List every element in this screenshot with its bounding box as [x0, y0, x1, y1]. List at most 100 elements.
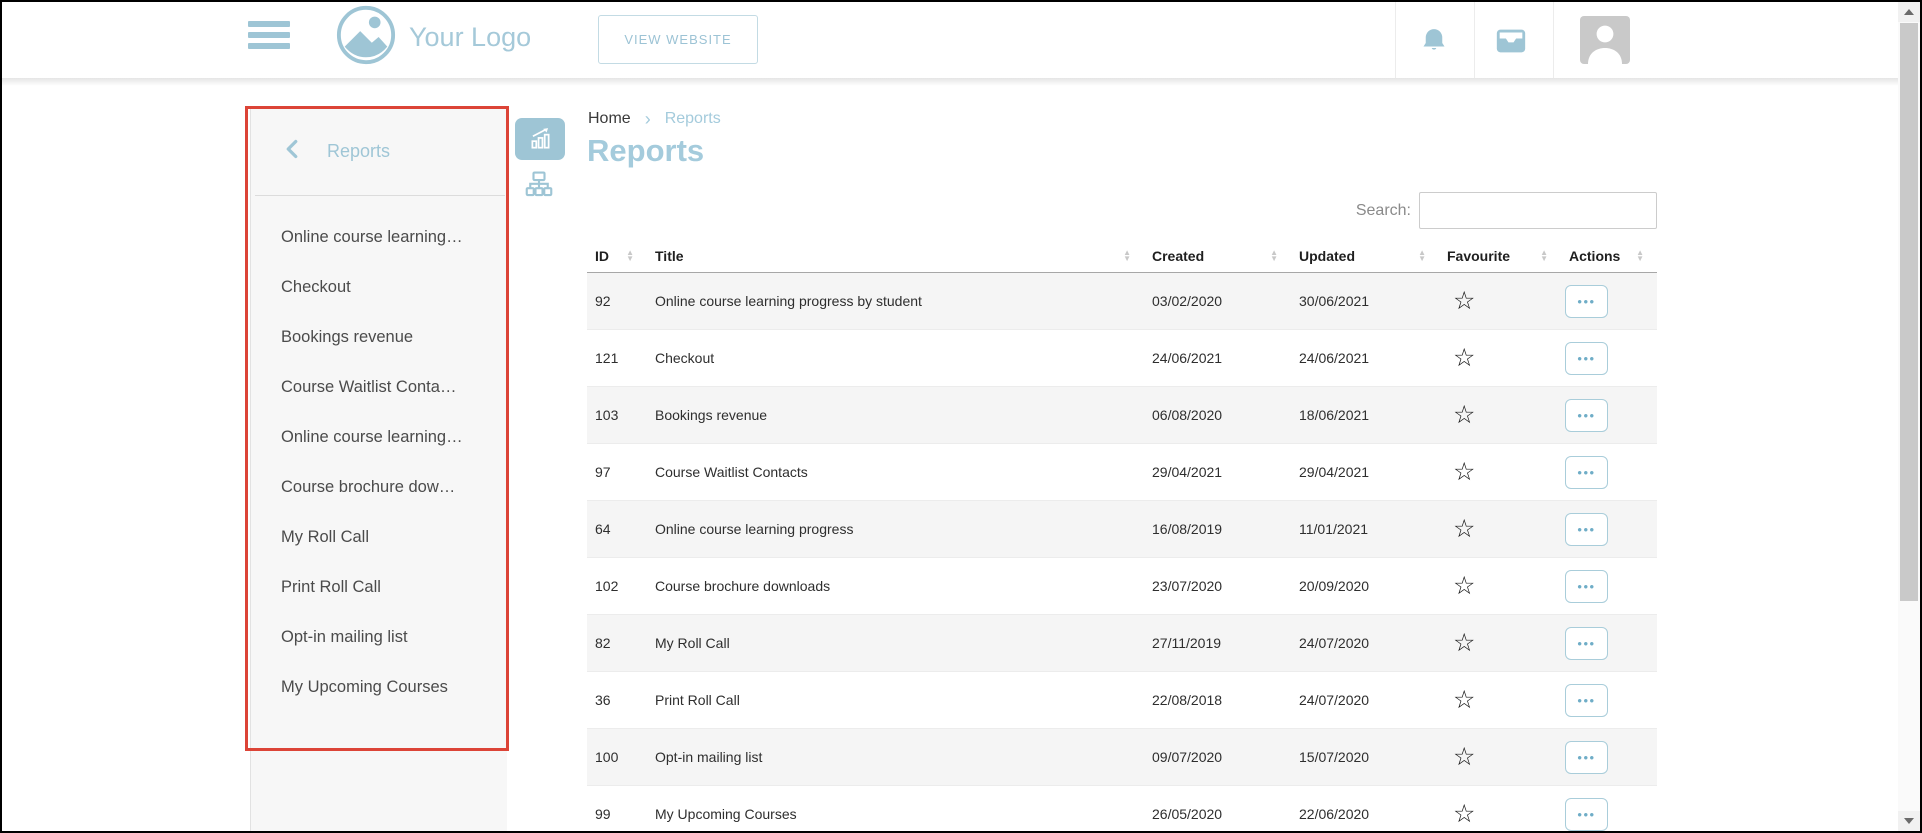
report-title-link[interactable]: Print Roll Call — [647, 672, 1144, 728]
report-title-link[interactable]: Opt-in mailing list — [647, 729, 1144, 785]
table-row: 100 Opt-in mailing list 09/07/2020 15/07… — [587, 729, 1657, 786]
breadcrumb-current[interactable]: Reports — [665, 110, 721, 128]
row-actions-button[interactable]: ••• — [1565, 399, 1608, 432]
sidebar-item-my-roll-call[interactable]: My Roll Call — [251, 512, 507, 562]
row-actions-button[interactable]: ••• — [1565, 627, 1608, 660]
favourite-star-icon[interactable]: ☆ — [1453, 346, 1475, 371]
table-row: 121 Checkout 24/06/2021 24/06/2021 ☆ ••• — [587, 330, 1657, 387]
favourite-star-icon[interactable]: ☆ — [1453, 688, 1475, 713]
sidebar-item-print-roll-call[interactable]: Print Roll Call — [251, 562, 507, 612]
cell-updated: 30/06/2021 — [1291, 273, 1439, 329]
cell-id: 64 — [587, 501, 647, 557]
logo[interactable]: Your Logo — [335, 4, 531, 71]
report-title-link[interactable]: Checkout — [647, 330, 1144, 386]
submenu-title: Reports — [327, 141, 390, 162]
cell-created: 24/06/2021 — [1144, 330, 1291, 386]
favourite-star-icon[interactable]: ☆ — [1453, 289, 1475, 314]
report-title-link[interactable]: My Roll Call — [647, 615, 1144, 671]
table-row: 36 Print Roll Call 22/08/2018 24/07/2020… — [587, 672, 1657, 729]
cell-created: 16/08/2019 — [1144, 501, 1291, 557]
column-header-updated[interactable]: Updated ▲▼ — [1291, 240, 1439, 272]
reports-submenu-panel: Reports Online course learning… Checkout… — [250, 107, 507, 833]
breadcrumb-home-link[interactable]: Home — [588, 110, 631, 128]
row-actions-button[interactable]: ••• — [1565, 684, 1608, 717]
table-row: 64 Online course learning progress 16/08… — [587, 501, 1657, 558]
column-header-created[interactable]: Created ▲▼ — [1144, 240, 1291, 272]
report-title-link[interactable]: My Upcoming Courses — [647, 786, 1144, 833]
sidebar-item-online-course-learning-by-student[interactable]: Online course learning… — [251, 212, 507, 262]
sidebar-item-course-waitlist-contacts[interactable]: Course Waitlist Conta… — [251, 362, 507, 412]
header-shadow — [2, 78, 1898, 86]
search-input[interactable] — [1419, 192, 1657, 229]
sidebar-item-bookings-revenue[interactable]: Bookings revenue — [251, 312, 507, 362]
row-actions-button[interactable]: ••• — [1565, 342, 1608, 375]
favourite-star-icon[interactable]: ☆ — [1453, 574, 1475, 599]
scroll-down-button[interactable] — [1898, 811, 1920, 831]
table-row: 103 Bookings revenue 06/08/2020 18/06/20… — [587, 387, 1657, 444]
sidebar-item-my-upcoming-courses[interactable]: My Upcoming Courses — [251, 662, 507, 712]
sidebar-item-course-brochure-downloads[interactable]: Course brochure dow… — [251, 462, 507, 512]
report-title-link[interactable]: Course brochure downloads — [647, 558, 1144, 614]
submenu-back[interactable]: Reports — [251, 107, 507, 195]
row-actions-button[interactable]: ••• — [1565, 741, 1608, 774]
menu-icon[interactable] — [248, 21, 290, 49]
search-label: Search: — [1356, 202, 1411, 220]
favourite-star-icon[interactable]: ☆ — [1453, 802, 1475, 827]
table-row: 92 Online course learning progress by st… — [587, 273, 1657, 330]
chevron-right-icon: › — [645, 111, 651, 127]
favourite-star-icon[interactable]: ☆ — [1453, 745, 1475, 770]
row-actions-button[interactable]: ••• — [1565, 513, 1608, 546]
favourite-star-icon[interactable]: ☆ — [1453, 517, 1475, 542]
column-header-favourite[interactable]: Favourite ▲▼ — [1439, 240, 1561, 272]
cell-created: 03/02/2020 — [1144, 273, 1291, 329]
header-divider — [1553, 2, 1554, 78]
cell-created: 09/07/2020 — [1144, 729, 1291, 785]
report-title-link[interactable]: Online course learning progress — [647, 501, 1144, 557]
breadcrumb: Home › Reports — [588, 110, 721, 128]
view-website-button[interactable]: VIEW WEBSITE — [598, 15, 758, 64]
sitemap-nav-icon[interactable] — [523, 170, 555, 200]
reports-chart-nav-button[interactable] — [515, 118, 565, 160]
sort-icon: ▲▼ — [1123, 250, 1131, 263]
row-actions-button[interactable]: ••• — [1565, 570, 1608, 603]
page-title: Reports — [587, 133, 704, 169]
report-title-link[interactable]: Bookings revenue — [647, 387, 1144, 443]
report-title-link[interactable]: Course Waitlist Contacts — [647, 444, 1144, 500]
favourite-star-icon[interactable]: ☆ — [1453, 403, 1475, 428]
scrollbar-thumb[interactable] — [1900, 23, 1918, 601]
header-divider — [1474, 2, 1475, 78]
inbox-tray-icon[interactable] — [1494, 26, 1528, 61]
chevron-left-icon — [285, 139, 299, 164]
notifications-bell-icon[interactable] — [1419, 26, 1449, 61]
favourite-star-icon[interactable]: ☆ — [1453, 460, 1475, 485]
cell-created: 27/11/2019 — [1144, 615, 1291, 671]
report-title-link[interactable]: Online course learning progress by stude… — [647, 273, 1144, 329]
cell-updated: 24/06/2021 — [1291, 330, 1439, 386]
cell-id: 102 — [587, 558, 647, 614]
user-avatar[interactable] — [1580, 16, 1630, 64]
cell-id: 97 — [587, 444, 647, 500]
logo-text: Your Logo — [409, 22, 531, 53]
cell-id: 103 — [587, 387, 647, 443]
row-actions-button[interactable]: ••• — [1565, 798, 1608, 831]
sidebar-item-opt-in-mailing-list[interactable]: Opt-in mailing list — [251, 612, 507, 662]
row-actions-button[interactable]: ••• — [1565, 456, 1608, 489]
sidebar-item-online-course-learning[interactable]: Online course learning… — [251, 412, 507, 462]
favourite-star-icon[interactable]: ☆ — [1453, 631, 1475, 656]
column-header-actions[interactable]: Actions ▲▼ — [1561, 240, 1657, 272]
column-header-title[interactable]: Title ▲▼ — [647, 240, 1144, 272]
sidebar-item-checkout[interactable]: Checkout — [251, 262, 507, 312]
cell-updated: 18/06/2021 — [1291, 387, 1439, 443]
menu-bar — [248, 32, 290, 38]
cell-updated: 11/01/2021 — [1291, 501, 1439, 557]
sort-icon: ▲▼ — [1418, 250, 1426, 263]
scroll-up-icon — [1904, 9, 1914, 15]
column-header-id[interactable]: ID ▲▼ — [587, 240, 647, 272]
reports-table: ID ▲▼ Title ▲▼ Created ▲▼ Updated ▲▼ Fav… — [587, 240, 1657, 833]
cell-updated: 20/09/2020 — [1291, 558, 1439, 614]
table-header-row: ID ▲▼ Title ▲▼ Created ▲▼ Updated ▲▼ Fav… — [587, 240, 1657, 273]
vertical-scrollbar[interactable] — [1898, 2, 1920, 831]
sort-icon: ▲▼ — [1270, 250, 1278, 263]
scroll-up-button[interactable] — [1898, 2, 1920, 22]
row-actions-button[interactable]: ••• — [1565, 285, 1608, 318]
